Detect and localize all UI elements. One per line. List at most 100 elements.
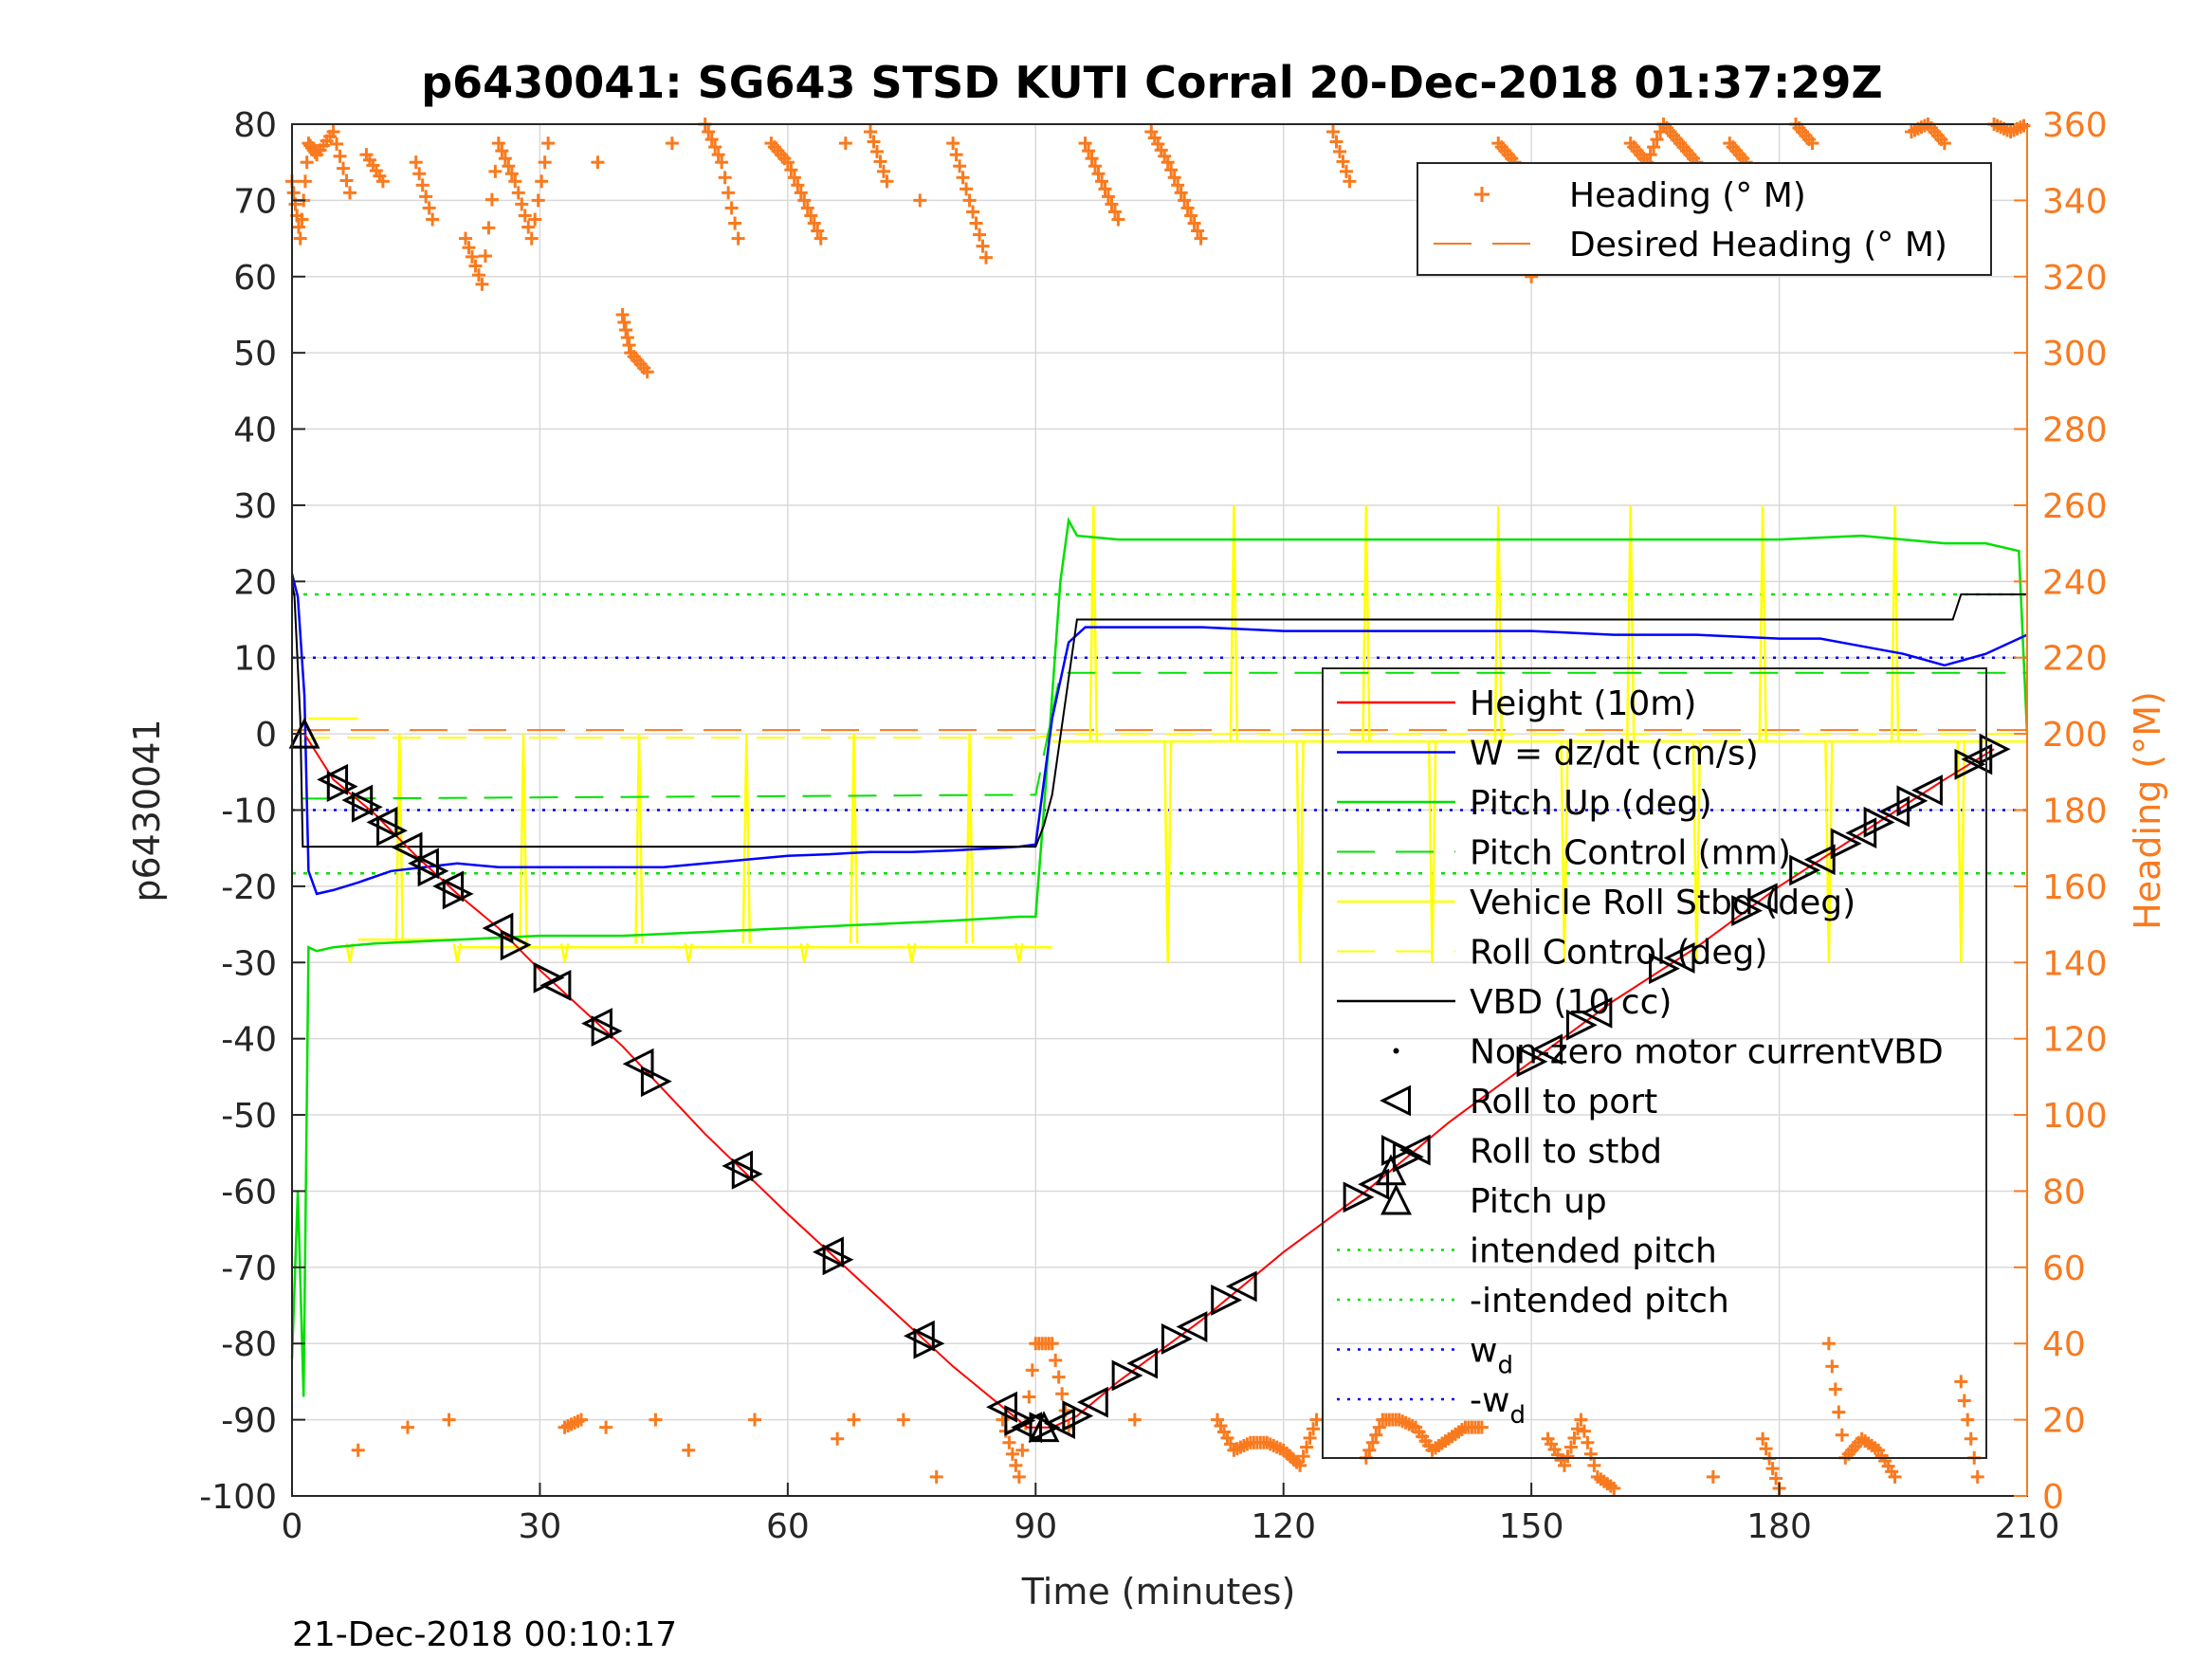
legend-item: Non-zero motor currentVBD — [1393, 1033, 1944, 1072]
roll-to-port-marker — [903, 1320, 935, 1352]
pitch-up-marker — [1375, 1154, 1407, 1186]
y-axis-label: p6430041 — [126, 719, 168, 902]
legend-item: Roll to stbd — [1381, 1133, 1662, 1172]
heading-marker — [475, 277, 489, 291]
roll-to-stbd-marker — [326, 771, 358, 803]
y-tick-label: -10 — [221, 793, 277, 831]
heading-marker — [838, 137, 852, 151]
roll-to-stbd-marker — [533, 961, 565, 994]
heading-marker — [515, 197, 529, 211]
heading-marker — [1307, 1422, 1321, 1436]
legend-label: Vehicle Roll Stbd (deg) — [1470, 884, 1856, 922]
heading-marker — [617, 316, 631, 330]
heading-marker — [704, 133, 719, 147]
heading-legend-label: Heading (° M) — [1569, 176, 1806, 215]
heading-marker — [1369, 1428, 1383, 1442]
roll-to-stbd-marker — [591, 1015, 623, 1048]
roll-spike — [634, 734, 644, 944]
heading-marker — [462, 241, 476, 255]
heading-marker — [591, 155, 605, 170]
heading-marker — [1372, 1420, 1386, 1434]
roll-spike — [964, 734, 975, 944]
heading-marker — [333, 149, 347, 163]
heading-marker — [1835, 1428, 1849, 1442]
roll-to-port-marker — [986, 1391, 1017, 1423]
heading-marker — [800, 201, 814, 215]
roll-spike — [1560, 741, 1569, 963]
x-axis-ticks: 0 30 60 90 120 150 180 210 — [282, 1483, 2059, 1546]
roll-spike — [1493, 504, 1504, 742]
heading-marker — [1085, 152, 1099, 166]
heading-marker — [1015, 1443, 1030, 1457]
y-axis-ticks: 80 70 60 50 40 30 20 10 0 -10 -20 -30 -40 -50 -60 -70 -8… — [199, 106, 305, 1517]
heading-marker — [973, 228, 987, 242]
roll-to-stbd-marker — [1062, 1400, 1094, 1432]
heading-marker — [1961, 1413, 1975, 1427]
y2-tick-label: 220 — [2042, 640, 2108, 679]
heading-marker — [1184, 209, 1198, 223]
y2-tick-label: 260 — [2042, 487, 2108, 526]
y2-axis-label: Heading (°M) — [2127, 691, 2168, 930]
heading-marker — [1805, 137, 1819, 151]
heading-marker — [1296, 1449, 1310, 1464]
heading-marker — [979, 250, 993, 264]
roll-to-stbd-marker — [351, 791, 383, 823]
roll-to-port-marker — [341, 784, 374, 816]
heading-marker — [896, 1413, 910, 1427]
heading-marker — [442, 1413, 456, 1427]
heading-legend: Heading (° M) Desired Heading (° M) — [1417, 162, 1992, 276]
heading-marker — [615, 307, 630, 321]
heading-series — [285, 118, 2031, 1495]
y-tick-label: 0 — [255, 716, 277, 755]
heading-marker — [791, 178, 805, 192]
roll-to-port-marker — [622, 1048, 654, 1080]
roll-to-stbd-marker — [1731, 895, 1764, 927]
heading-marker — [528, 212, 542, 227]
legend-item: Pitch up — [1380, 1182, 1607, 1221]
y2-tick-label: 40 — [2042, 1325, 2086, 1364]
heading-marker — [498, 152, 512, 166]
heading-marker — [300, 155, 314, 170]
legend-label-subscript: d — [1497, 1352, 1513, 1380]
legend-item: wd — [1337, 1332, 1513, 1380]
roll-to-port-marker — [482, 912, 514, 944]
heading-marker — [814, 231, 828, 246]
roll-spike — [394, 734, 405, 944]
heading-marker — [1194, 231, 1208, 246]
heading-legend-symbol — [1474, 187, 1490, 202]
heading-marker — [339, 173, 354, 188]
heading-marker — [1563, 1440, 1578, 1454]
y2-tick-label: 240 — [2042, 563, 2108, 602]
legend-label: -intended pitch — [1470, 1282, 1729, 1321]
heading-marker — [869, 144, 884, 158]
heading-marker — [640, 365, 654, 379]
legend-label: Pitch Up (deg) — [1470, 784, 1712, 823]
heading-marker — [337, 161, 351, 175]
heading-marker — [468, 259, 483, 273]
roll-spike — [849, 734, 859, 944]
heading-marker — [521, 220, 536, 234]
roll-to-stbd-marker — [1161, 1322, 1193, 1355]
y2-tick-label: 80 — [2042, 1173, 2086, 1212]
roll-to-stbd-marker — [1565, 1009, 1598, 1041]
roll-spike — [1295, 741, 1305, 963]
heading-marker — [949, 148, 963, 162]
heading-marker — [969, 216, 983, 230]
y2-tick-label: 0 — [2042, 1478, 2064, 1517]
roll-spike — [519, 734, 528, 944]
heading-marker — [484, 192, 499, 207]
legend-label: Non-zero motor currentVBD — [1470, 1033, 1944, 1072]
roll-to-port-marker — [722, 1150, 754, 1182]
roll-to-stbd-marker — [1211, 1284, 1243, 1316]
legend-label: Height (10m) — [1470, 684, 1696, 723]
roll-to-stbd-marker — [913, 1327, 945, 1359]
roll-to-stbd-marker — [731, 1158, 763, 1190]
roll-spike — [1890, 504, 1900, 742]
heading-marker — [459, 231, 472, 246]
heading-marker — [960, 182, 974, 196]
heading-marker — [956, 171, 970, 185]
heading-marker — [1191, 224, 1205, 238]
series-pitch-control — [302, 671, 2027, 800]
roll-to-port-marker — [408, 848, 439, 880]
heading-marker — [665, 137, 679, 151]
